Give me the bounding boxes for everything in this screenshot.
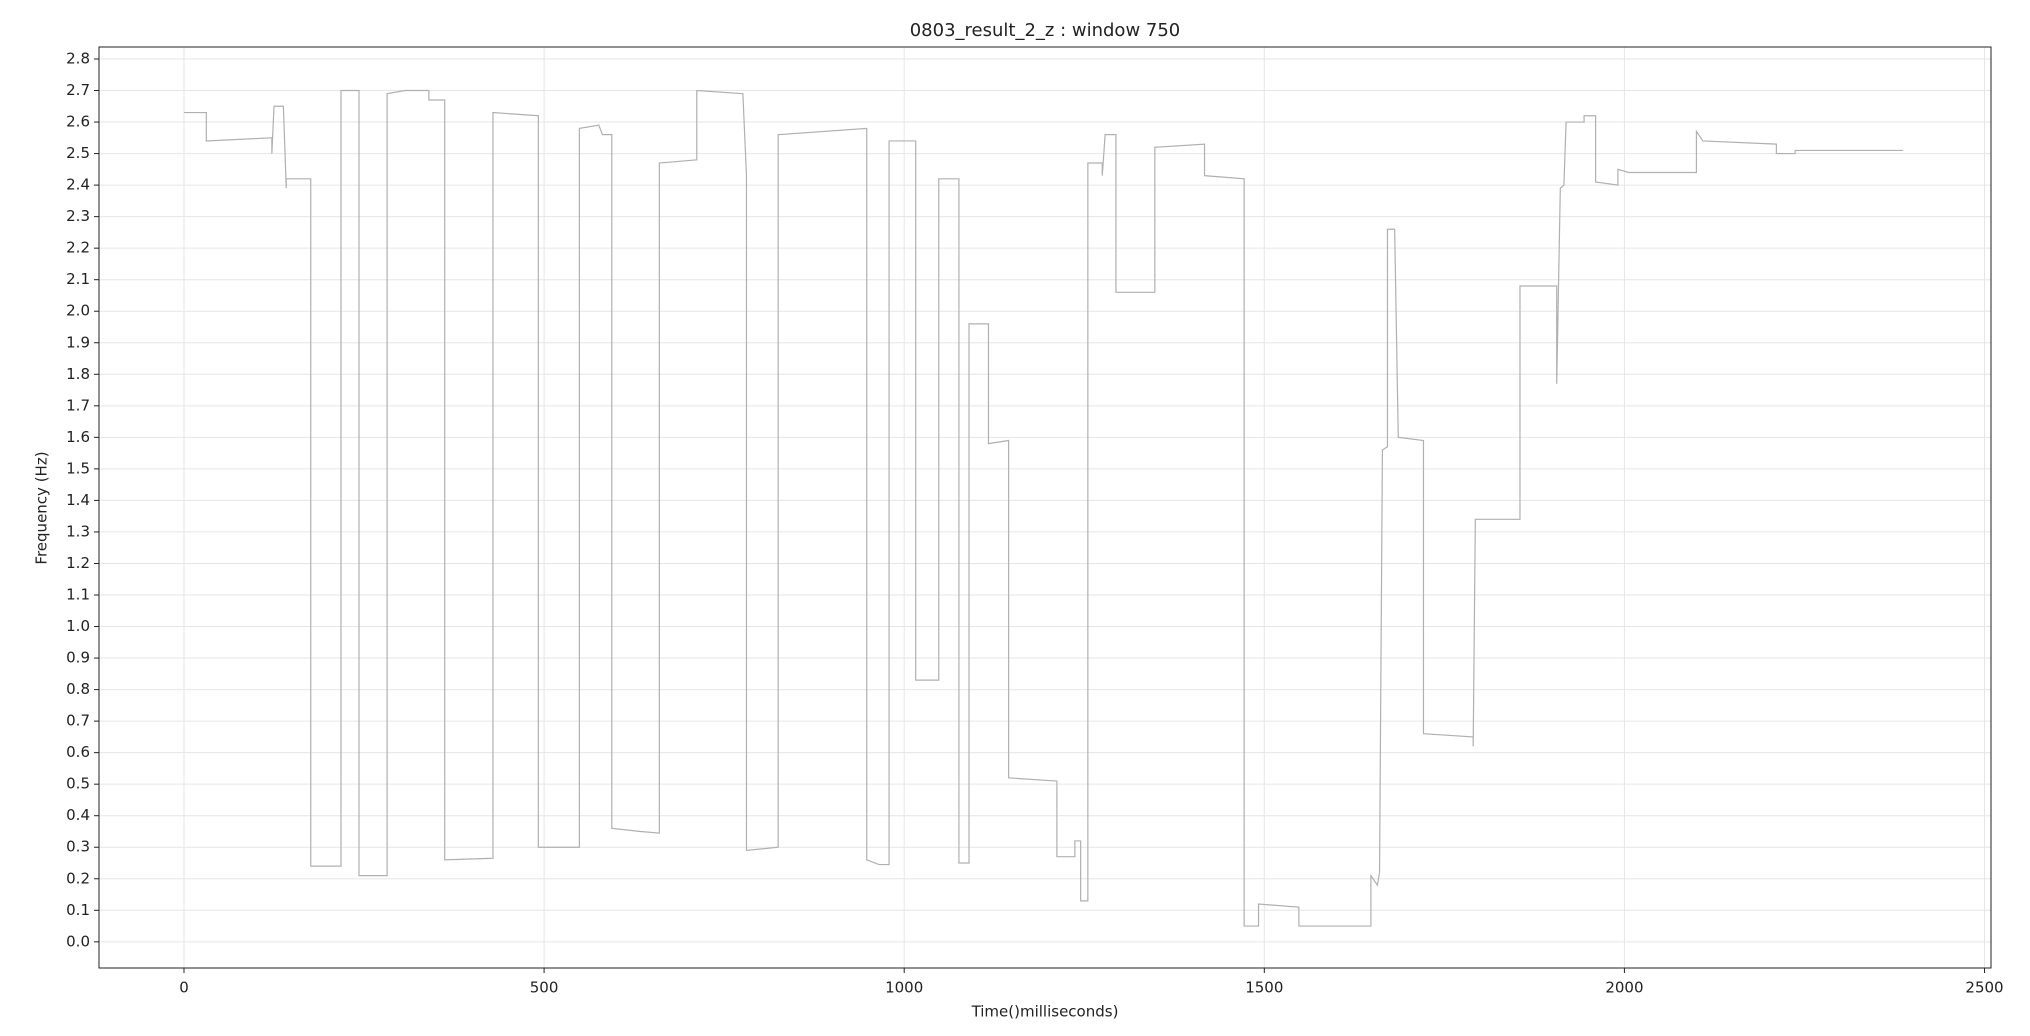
y-tick-label: 0.6 bbox=[66, 743, 90, 761]
y-tick-label: 1.4 bbox=[66, 491, 90, 509]
y-tick-label: 1.5 bbox=[66, 459, 90, 477]
y-tick-label: 2.6 bbox=[66, 113, 90, 131]
x-tick-label: 2500 bbox=[1965, 979, 2003, 997]
x-tick-label: 1000 bbox=[885, 979, 923, 997]
y-tick-label: 0.1 bbox=[66, 901, 90, 919]
y-tick-label: 1.7 bbox=[66, 396, 90, 414]
y-tick-label: 2.5 bbox=[66, 144, 90, 162]
y-tick-label: 0.5 bbox=[66, 775, 90, 793]
y-axis-label: Frequency (Hz) bbox=[33, 451, 51, 564]
y-tick-label: 0.3 bbox=[66, 838, 90, 856]
y-tick-label: 2.2 bbox=[66, 239, 90, 257]
chart-title: 0803_result_2_z : window 750 bbox=[910, 20, 1181, 41]
x-tick-label: 500 bbox=[530, 979, 559, 997]
y-tick-label: 1.9 bbox=[66, 333, 90, 351]
y-tick-label: 2.8 bbox=[66, 49, 90, 67]
y-tick-label: 2.0 bbox=[66, 302, 90, 320]
y-tick-label: 1.8 bbox=[66, 365, 90, 383]
y-tick-label: 2.1 bbox=[66, 270, 90, 288]
y-tick-label: 0.7 bbox=[66, 712, 90, 730]
y-tick-label: 1.1 bbox=[66, 585, 90, 603]
y-tick-label: 1.0 bbox=[66, 617, 90, 635]
y-tick-label: 2.3 bbox=[66, 207, 90, 225]
y-tick-label: 0.8 bbox=[66, 680, 90, 698]
x-tick-label: 1500 bbox=[1245, 979, 1283, 997]
y-tick-label: 1.2 bbox=[66, 554, 90, 572]
y-tick-label: 0.4 bbox=[66, 806, 90, 824]
y-tick-label: 0.2 bbox=[66, 869, 90, 887]
plot-frame bbox=[98, 46, 1992, 969]
y-tick-label: 0.9 bbox=[66, 649, 90, 667]
x-axis-label: Time()milliseconds) bbox=[971, 1003, 1119, 1021]
x-tick-label: 0 bbox=[179, 979, 189, 997]
y-tick-label: 1.3 bbox=[66, 522, 90, 540]
y-tick-label: 2.7 bbox=[66, 81, 90, 99]
y-tick-label: 2.4 bbox=[66, 176, 90, 194]
y-tick-label: 1.6 bbox=[66, 428, 90, 446]
x-tick-label: 2000 bbox=[1605, 979, 1643, 997]
y-tick-label: 0.0 bbox=[66, 932, 90, 950]
data-line bbox=[183, 89, 1904, 927]
